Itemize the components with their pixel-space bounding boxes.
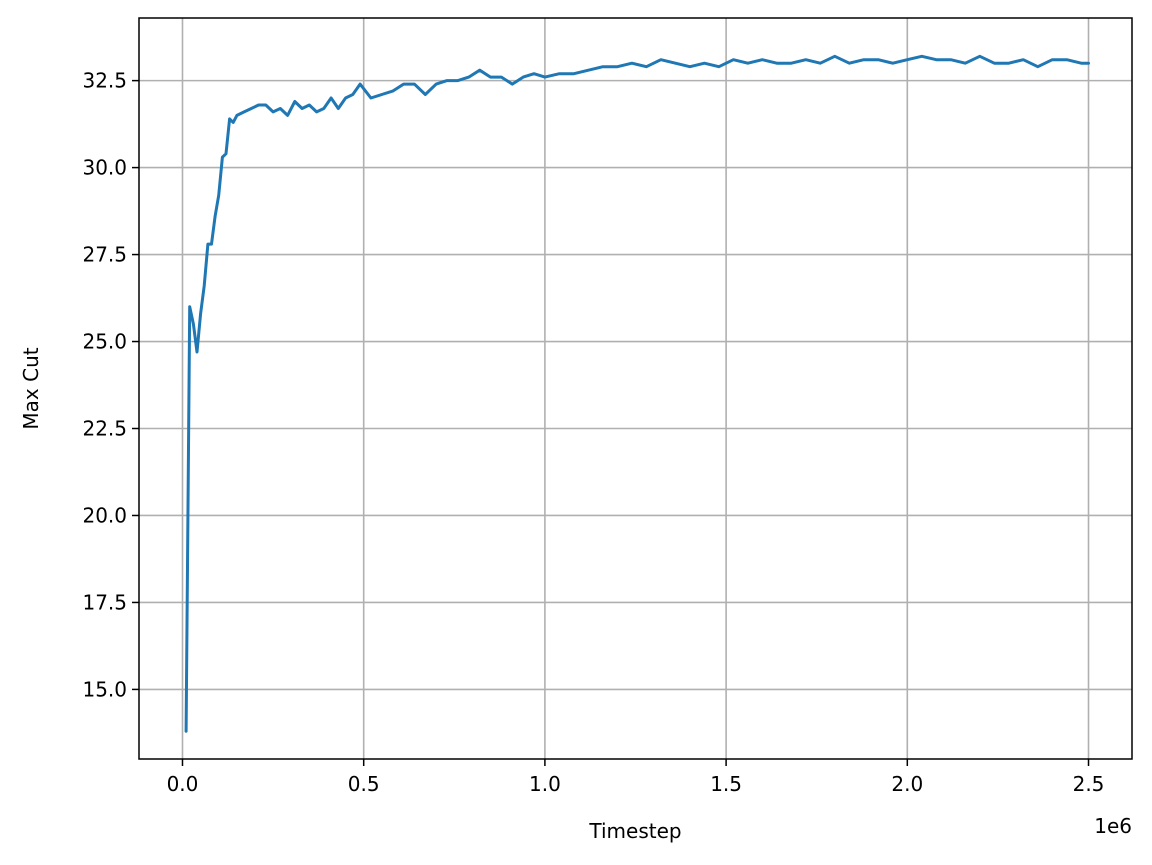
y-axis-label: Max Cut bbox=[19, 347, 43, 429]
y-tick-label: 15.0 bbox=[82, 677, 127, 701]
series-line bbox=[184, 54, 1090, 733]
y-tick-label: 22.5 bbox=[82, 417, 127, 441]
x-axis-label: Timestep bbox=[588, 819, 681, 843]
y-tick-label: 30.0 bbox=[82, 156, 127, 180]
y-tick-label: 17.5 bbox=[82, 590, 127, 614]
y-tick-label: 27.5 bbox=[82, 243, 127, 267]
x-axis-offset-label: 1e6 bbox=[1094, 814, 1132, 838]
x-axis: 0.0 0.5 1.0 1.5 2.0 2.5 bbox=[167, 759, 1105, 796]
y-tick-label: 32.5 bbox=[82, 69, 127, 93]
x-tick-label: 0.5 bbox=[348, 772, 380, 796]
y-axis: 15.0 17.5 20.0 22.5 25.0 27.5 30.0 32.5 bbox=[82, 69, 139, 701]
x-tick-label: 1.5 bbox=[710, 772, 742, 796]
y-tick-label: 25.0 bbox=[82, 330, 127, 354]
x-tick-label: 2.0 bbox=[891, 772, 923, 796]
x-tick-label: 0.0 bbox=[167, 772, 199, 796]
grid-lines bbox=[139, 18, 1132, 759]
y-tick-label: 20.0 bbox=[82, 503, 127, 527]
x-tick-label: 1.0 bbox=[529, 772, 561, 796]
plot-frame bbox=[138, 17, 1133, 760]
x-tick-label: 2.5 bbox=[1073, 772, 1105, 796]
series-layer bbox=[184, 54, 1090, 733]
